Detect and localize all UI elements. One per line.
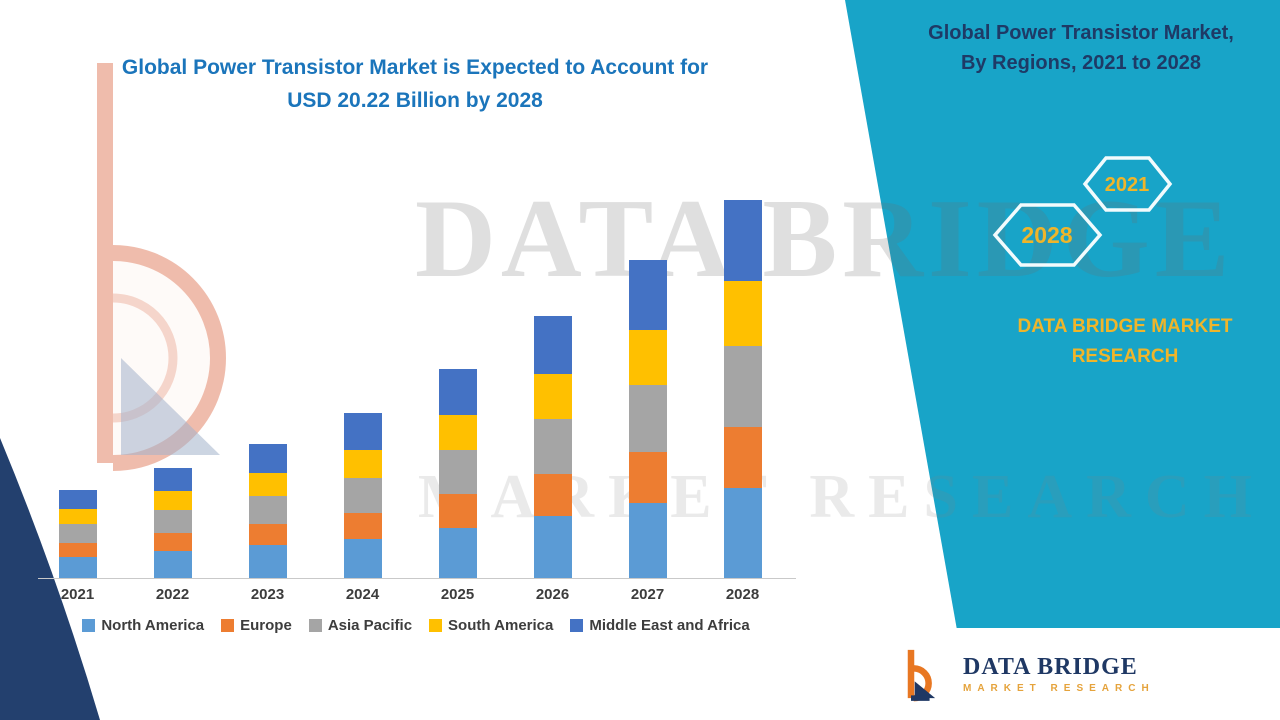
bar-segment-2026-south-america — [533, 374, 572, 420]
bar-segment-2027-middle-east-and-africa — [628, 260, 667, 331]
bar-segment-2026-north-america — [533, 516, 572, 578]
bar-segment-2022-south-america — [153, 491, 192, 510]
right-panel-heading-line2: By Regions, 2021 to 2028 — [960, 52, 1202, 74]
footer-logo-box: DATA BRIDGE MARKET RESEARCH — [878, 628, 1280, 720]
bar-segment-2023-middle-east-and-africa — [248, 443, 287, 474]
bar-segment-2021-south-america — [58, 508, 97, 524]
brand-text: DATA BRIDGE MARKET RESEARCH — [1017, 316, 1233, 368]
bar-segment-2028-north-america — [723, 488, 762, 578]
bar-segment-2021-asia-pacific — [58, 523, 97, 543]
bar-segment-2028-south-america — [723, 280, 762, 347]
bar-segment-2027-south-america — [628, 330, 667, 385]
bar-segment-2022-middle-east-and-africa — [153, 467, 192, 492]
legend-label-europe: Europe — [240, 617, 292, 634]
x-axis-label-2023: 2023 — [250, 586, 285, 603]
legend-item-middle-east-and-africa: Middle East and Africa — [570, 617, 750, 634]
x-axis-label-2025: 2025 — [440, 586, 475, 603]
legend-swatch-middle-east-and-africa — [570, 619, 584, 632]
bar-segment-2026-asia-pacific — [533, 419, 572, 475]
x-axis-label-2026: 2026 — [535, 586, 570, 603]
chart-title-line1: Global Power Transistor Market is Expect… — [121, 56, 709, 79]
bar-segment-2024-north-america — [343, 538, 382, 578]
chart-legend: North America Europe Asia Pacific South Ame… — [10, 617, 822, 634]
hexagon-2021-label: 2021 — [1105, 174, 1150, 196]
data-bridge-logo-icon — [907, 649, 936, 702]
bar-segment-2021-middle-east-and-africa — [58, 490, 97, 509]
legend-label-north-america: North America — [101, 617, 205, 634]
bar-segment-2023-asia-pacific — [248, 495, 287, 524]
legend-label-asia-pacific: Asia Pacific — [327, 617, 413, 634]
footer-logo-name: DATA BRIDGE — [963, 653, 1138, 680]
hexagon-2028 — [992, 203, 1103, 267]
x-axis-label-2027: 2027 — [630, 586, 665, 603]
bar-2021 — [58, 490, 97, 578]
bar-2027 — [628, 260, 667, 578]
bar-segment-2023-north-america — [248, 545, 287, 578]
bar-segment-2027-north-america — [628, 503, 667, 578]
bar-segment-2023-south-america — [248, 473, 287, 496]
bar-segment-2028-asia-pacific — [723, 346, 762, 427]
legend-label-south-america: South America — [448, 617, 554, 634]
legend-swatch-asia-pacific — [308, 619, 322, 632]
chart-title: Global Power Transistor Market is Expect… — [50, 52, 780, 117]
bar-chart — [30, 200, 796, 579]
x-axis-labels: 2021 2022 2023 2024 2025 2026 2027 2028 — [30, 586, 790, 608]
x-axis-label-2022: 2022 — [155, 586, 190, 603]
bar-segment-2024-south-america — [343, 449, 382, 478]
x-axis-label-2028: 2028 — [725, 586, 760, 603]
bar-segment-2027-europe — [628, 451, 667, 504]
legend-swatch-south-america — [429, 619, 443, 632]
chart-title-line2: USD 20.22 Billion by 2028 — [287, 88, 543, 112]
data-bridge-b-logo-watermark — [97, 63, 226, 471]
x-axis-label-2024: 2024 — [345, 586, 380, 603]
legend-item-asia-pacific: Asia Pacific — [308, 617, 413, 634]
hexagon-2021 — [1082, 156, 1173, 212]
bar-2025 — [438, 368, 477, 578]
x-axis-line — [38, 578, 796, 579]
right-panel-heading: Global Power Transistor Market, By Regio… — [900, 18, 1262, 78]
legend-label-middle-east-and-africa: Middle East and Africa — [589, 617, 750, 634]
bar-2024 — [343, 413, 382, 578]
bar-segment-2021-europe — [58, 542, 97, 557]
legend-swatch-europe — [221, 619, 235, 632]
bar-segment-2028-middle-east-and-africa — [723, 200, 762, 281]
bar-segment-2025-north-america — [438, 527, 477, 578]
bar-segment-2022-europe — [153, 533, 192, 551]
year-hexagon-badges: 2028 2021 — [992, 156, 1173, 267]
footer-logo-subtitle: MARKET RESEARCH — [963, 683, 1155, 695]
bar-segment-2024-middle-east-and-africa — [343, 413, 382, 450]
bar-2022 — [153, 467, 192, 578]
bar-segment-2025-middle-east-and-africa — [438, 368, 477, 415]
bar-segment-2026-middle-east-and-africa — [533, 316, 572, 375]
bar-segment-2022-asia-pacific — [153, 509, 192, 534]
bar-segment-2024-europe — [343, 512, 382, 539]
legend-item-north-america: North America — [82, 617, 204, 634]
right-panel-heading-line1: Global Power Transistor Market, — [928, 22, 1234, 44]
bar-segment-2025-europe — [438, 493, 477, 528]
legend-swatch-north-america — [82, 619, 96, 632]
bar-segment-2023-europe — [248, 523, 287, 546]
hexagon-2028-label: 2028 — [1021, 222, 1072, 248]
footer-logo-text: DATA BRIDGE MARKET RESEARCH — [963, 654, 1155, 694]
legend-item-europe: Europe — [221, 617, 292, 634]
legend-item-south-america: South America — [429, 617, 553, 634]
bar-segment-2021-north-america — [58, 556, 97, 578]
bar-segment-2024-asia-pacific — [343, 477, 382, 513]
bar-segment-2026-europe — [533, 474, 572, 517]
bar-2028 — [723, 200, 762, 578]
bar-2026 — [533, 316, 572, 578]
bar-segment-2025-south-america — [438, 414, 477, 451]
bar-segment-2022-north-america — [153, 550, 192, 578]
bar-segment-2027-asia-pacific — [628, 384, 667, 452]
bar-segment-2025-asia-pacific — [438, 450, 477, 494]
bar-2023 — [248, 443, 287, 578]
watermark-text-data-bridge: DATA BRIDGE — [415, 177, 1235, 301]
bar-segment-2028-europe — [723, 426, 762, 489]
x-axis-label-2021: 2021 — [60, 586, 95, 603]
